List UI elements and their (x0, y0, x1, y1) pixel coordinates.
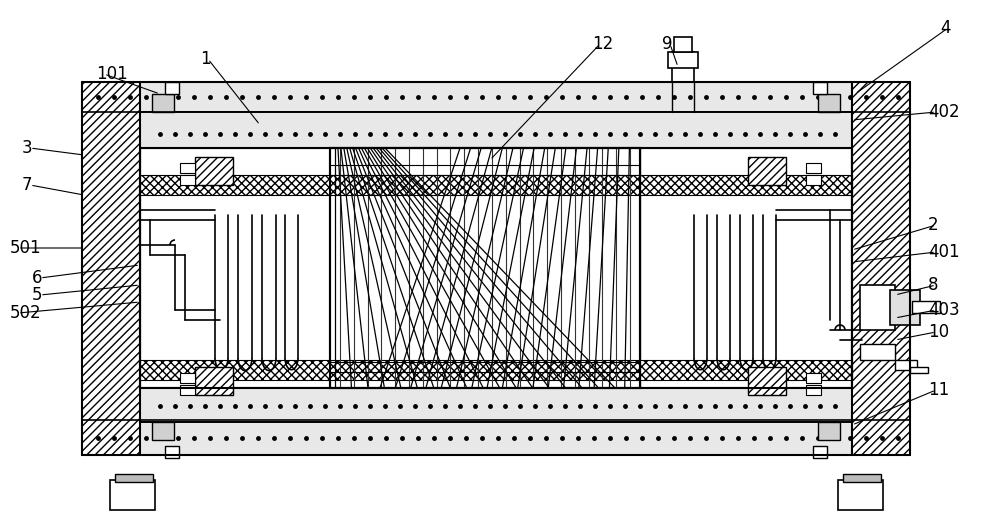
Bar (140, 148, 852, 388)
Bar (818, 422, 840, 440)
Bar (165, 82, 179, 94)
Bar (152, 94, 174, 112)
Bar (668, 52, 698, 68)
Bar (82, 82, 910, 112)
Bar (330, 148, 640, 388)
Bar (140, 175, 852, 195)
Bar (152, 422, 174, 440)
Text: 501: 501 (10, 239, 42, 257)
Bar (195, 157, 233, 185)
Bar (860, 285, 895, 330)
Bar (195, 367, 233, 395)
Text: 2: 2 (928, 216, 939, 234)
Text: 7: 7 (22, 176, 32, 194)
Text: 3: 3 (22, 139, 33, 157)
Bar (115, 474, 153, 482)
Bar (838, 480, 883, 510)
Text: 9: 9 (662, 35, 672, 53)
Bar (140, 112, 852, 148)
Bar (140, 360, 852, 380)
Bar (818, 94, 840, 112)
Text: 5: 5 (32, 286, 42, 304)
Bar (140, 148, 852, 388)
Text: 402: 402 (928, 103, 960, 121)
Bar (748, 367, 786, 395)
Bar (330, 148, 640, 388)
Bar (806, 373, 821, 383)
Text: 4: 4 (940, 19, 950, 37)
Bar (912, 301, 940, 313)
Bar (806, 385, 821, 395)
Bar (910, 367, 928, 373)
Bar (165, 446, 179, 458)
Bar (180, 163, 195, 173)
Text: 502: 502 (10, 304, 42, 322)
Bar (672, 52, 694, 82)
Bar (110, 480, 155, 510)
Bar (852, 82, 910, 455)
Text: 10: 10 (928, 323, 949, 341)
Bar (82, 82, 140, 455)
Bar (813, 82, 827, 94)
Text: 12: 12 (592, 35, 613, 53)
Bar (674, 37, 692, 52)
Bar (895, 360, 917, 370)
Bar (860, 344, 895, 360)
Bar (890, 290, 920, 325)
Bar (180, 385, 195, 395)
Bar (140, 388, 852, 422)
Text: 403: 403 (928, 301, 960, 319)
Text: 101: 101 (96, 65, 128, 83)
Bar (82, 420, 910, 455)
Bar (806, 163, 821, 173)
Bar (813, 446, 827, 458)
Bar (843, 474, 881, 482)
Bar (180, 373, 195, 383)
Bar (748, 157, 786, 185)
Text: 11: 11 (928, 381, 949, 399)
Bar (180, 175, 195, 185)
Bar (806, 175, 821, 185)
Text: 1: 1 (200, 50, 211, 68)
Text: 6: 6 (32, 269, 42, 287)
Text: 8: 8 (928, 276, 938, 294)
Text: 401: 401 (928, 243, 960, 261)
